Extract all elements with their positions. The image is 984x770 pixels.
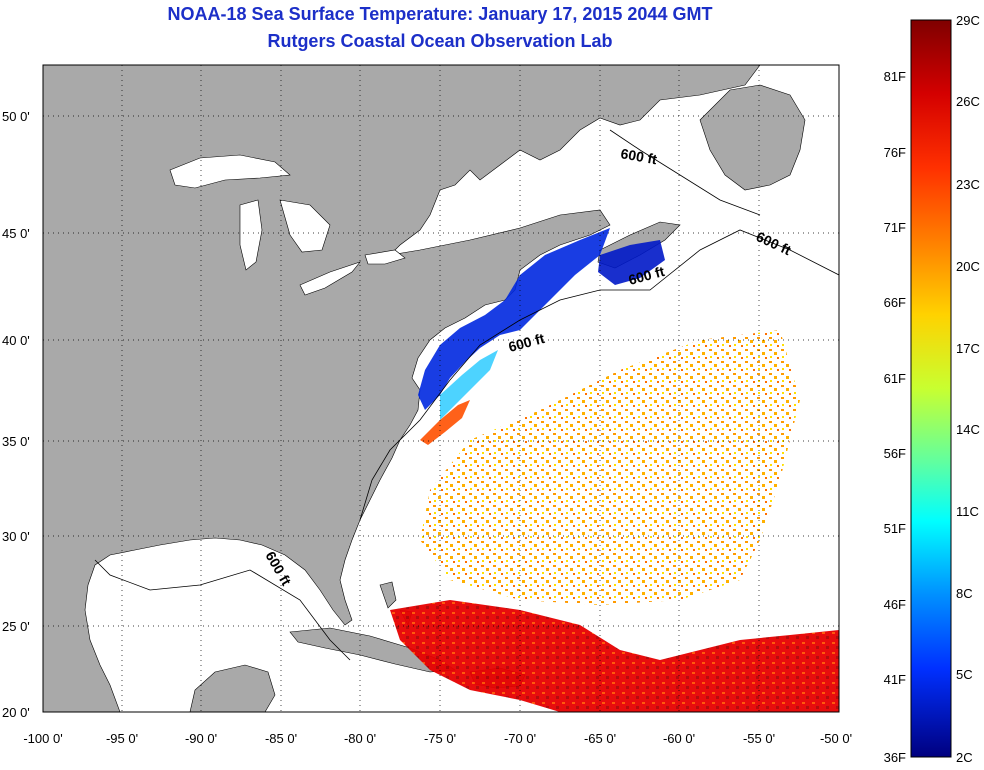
cb-f-71: 71F <box>884 220 906 235</box>
sst-offshore-warm <box>420 330 800 605</box>
cb-c-20: 20C <box>956 259 980 274</box>
cb-c-29: 29C <box>956 13 980 28</box>
cb-f-51: 51F <box>884 521 906 536</box>
sst-hatteras-warm <box>420 400 470 445</box>
cb-f-81: 81F <box>884 69 906 84</box>
cb-f-36: 36F <box>884 750 906 765</box>
lat-label-45: 45 0' <box>2 226 30 241</box>
latitude-labels: 50 0' 45 0' 40 0' 35 0' 30 0' 25 0' 20 0… <box>2 109 30 720</box>
cb-c-23: 23C <box>956 177 980 192</box>
cb-c-17: 17C <box>956 341 980 356</box>
land-newfoundland <box>699 84 806 191</box>
lon-label-95: -95 0' <box>106 731 138 746</box>
lon-label-85: -85 0' <box>265 731 297 746</box>
lat-label-40: 40 0' <box>2 333 30 348</box>
lat-label-50: 50 0' <box>2 109 30 124</box>
map-content: 600 ft 600 ft 600 ft 600 ft 600 ft <box>43 65 839 712</box>
lake-superior <box>169 154 291 189</box>
lon-label-70: -70 0' <box>504 731 536 746</box>
lat-label-20: 20 0' <box>2 705 30 720</box>
lon-label-60: -60 0' <box>663 731 695 746</box>
sst-gulf-of-maine <box>598 240 665 285</box>
lake-michigan <box>239 199 263 271</box>
isobath-label-1: 600 ft <box>619 145 658 167</box>
lat-label-25: 25 0' <box>2 619 30 634</box>
lon-label-65: -65 0' <box>584 731 616 746</box>
cb-c-11: 11C <box>956 504 979 519</box>
sst-shelf-cold <box>418 228 610 410</box>
lat-label-35: 35 0' <box>2 434 30 449</box>
colorbar-fahrenheit-labels: 81F 76F 71F 66F 61F 56F 51F 46F 41F 36F <box>884 69 906 765</box>
lon-label-75: -75 0' <box>424 731 456 746</box>
cb-f-56: 56F <box>884 446 906 461</box>
cb-c-14: 14C <box>956 422 980 437</box>
cb-c-8: 8C <box>956 586 973 601</box>
sst-subtropical-red <box>390 600 839 712</box>
map-title: NOAA-18 Sea Surface Temperature: January… <box>167 4 713 24</box>
longitude-labels: -100 0' -95 0' -90 0' -85 0' -80 0' -75 … <box>23 731 852 746</box>
cb-f-41: 41F <box>884 672 906 687</box>
cb-c-2: 2C <box>956 750 973 765</box>
cb-c-26: 26C <box>956 94 980 109</box>
cb-f-61: 61F <box>884 371 906 386</box>
lon-label-80: -80 0' <box>344 731 376 746</box>
lon-label-90: -90 0' <box>185 731 217 746</box>
land-north-america <box>43 65 761 712</box>
sst-shelf-cyan <box>440 350 498 420</box>
lake-erie <box>299 261 361 296</box>
cb-f-76: 76F <box>884 145 906 160</box>
colorbar <box>910 19 952 758</box>
land-yucatan <box>189 664 276 712</box>
cb-f-66: 66F <box>884 295 906 310</box>
cb-f-46: 46F <box>884 597 906 612</box>
map-subtitle: Rutgers Coastal Ocean Observation Lab <box>267 31 613 51</box>
lake-huron <box>279 199 331 253</box>
lon-label-100: -100 0' <box>23 731 62 746</box>
lon-label-55: -55 0' <box>743 731 775 746</box>
cb-c-5: 5C <box>956 667 973 682</box>
lon-label-50: -50 0' <box>820 731 852 746</box>
colorbar-celsius-labels: 29C 26C 23C 20C 17C 14C 11C 8C 5C 2C <box>956 13 980 765</box>
lake-ontario <box>364 249 406 265</box>
lat-label-30: 30 0' <box>2 529 30 544</box>
